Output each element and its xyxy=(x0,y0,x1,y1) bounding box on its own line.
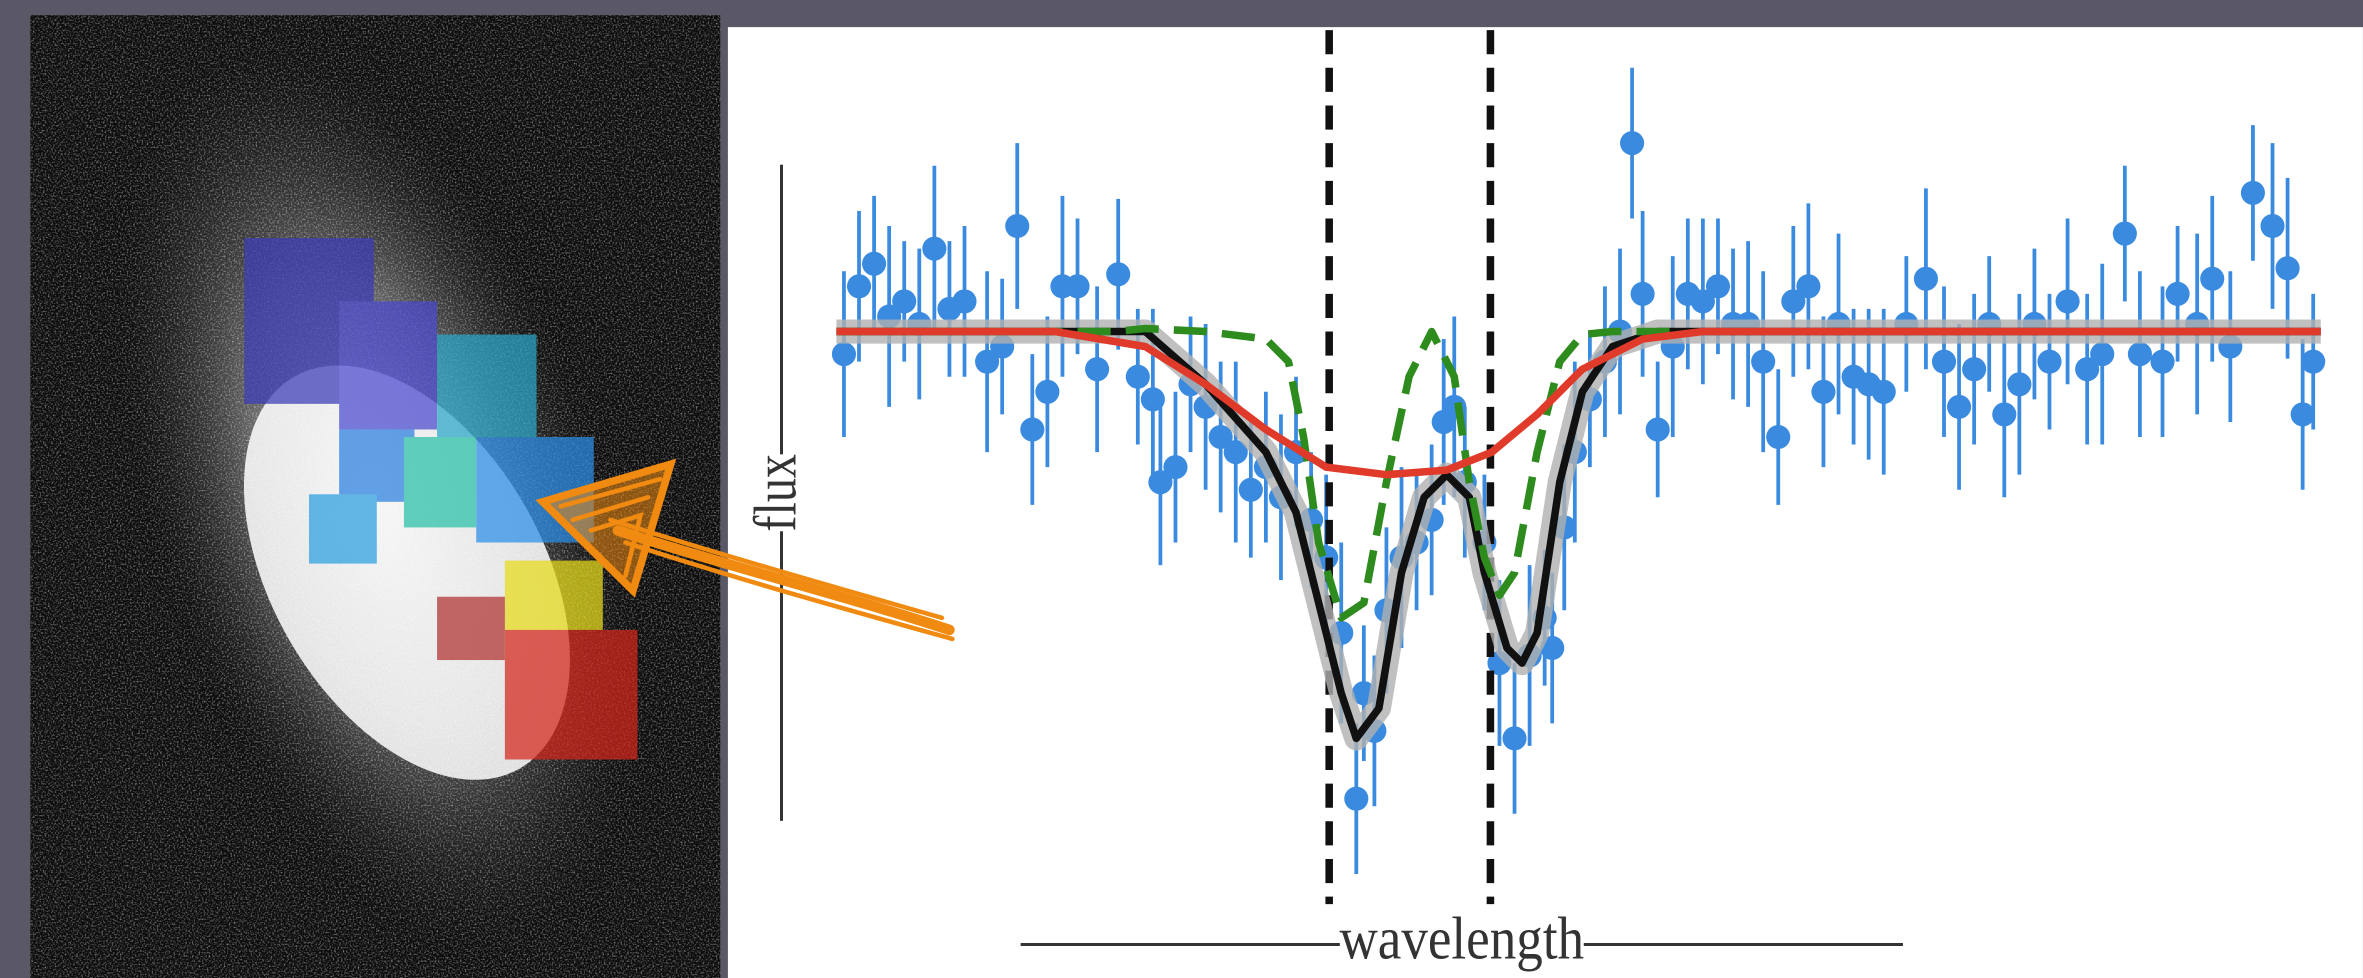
data-point xyxy=(1238,477,1263,502)
data-point xyxy=(1913,266,1938,291)
data-point xyxy=(1125,364,1150,389)
data-point xyxy=(1035,379,1060,404)
data-point xyxy=(892,289,917,314)
data-point xyxy=(2165,281,2190,306)
x-axis-label: ——————wavelength—————— xyxy=(1020,905,1903,972)
data-point xyxy=(1148,470,1173,495)
data-point xyxy=(975,349,1000,374)
data-point xyxy=(1751,349,1776,374)
data-point xyxy=(1630,281,1655,306)
data-point xyxy=(2200,266,2225,291)
data-point xyxy=(2301,349,2326,374)
data-point xyxy=(1502,726,1527,751)
data-point xyxy=(1690,289,1715,314)
data-point xyxy=(2260,213,2285,239)
data-point xyxy=(1085,357,1110,382)
data-point xyxy=(2240,180,2265,205)
data-point xyxy=(2055,289,2080,314)
data-point xyxy=(2037,349,2062,374)
data-point xyxy=(1705,274,1731,299)
data-point xyxy=(862,251,887,276)
data-point xyxy=(846,274,872,299)
data-point xyxy=(1962,357,1987,382)
model-line xyxy=(836,324,1673,622)
data-point xyxy=(1140,387,1165,412)
data-point xyxy=(1620,131,1645,156)
data-point xyxy=(2150,349,2175,374)
data-point xyxy=(1020,417,1045,442)
data-point xyxy=(1344,786,1369,811)
data-point xyxy=(831,342,857,367)
data-point xyxy=(2290,402,2315,427)
data-point xyxy=(2007,372,2032,397)
data-point xyxy=(1766,424,1791,450)
data-point xyxy=(1065,274,1090,299)
data-point xyxy=(1645,417,1670,442)
data-point xyxy=(1796,274,1821,299)
data-point xyxy=(1781,289,1806,314)
data-point xyxy=(1811,379,1836,404)
data-point xyxy=(2075,357,2100,382)
data-point xyxy=(1223,440,1248,465)
data-point xyxy=(952,289,977,314)
arrow xyxy=(535,458,955,642)
model-line xyxy=(836,327,2321,743)
data-point xyxy=(1005,213,1030,239)
data-point xyxy=(2127,342,2152,367)
y-axis-label: ——————flux—————— xyxy=(743,164,810,821)
data-point xyxy=(1871,379,1896,404)
data-point xyxy=(1540,635,1565,661)
data-point xyxy=(1106,262,1131,287)
data-point xyxy=(1208,424,1233,450)
data-point xyxy=(2090,342,2115,367)
data-point xyxy=(1163,455,1188,480)
data-point xyxy=(1992,402,2017,427)
data-point xyxy=(2275,256,2300,281)
data-point xyxy=(1947,394,1972,419)
data-point xyxy=(2112,221,2137,246)
data-point xyxy=(922,236,947,261)
plot xyxy=(831,30,2326,905)
model-line xyxy=(836,327,2321,479)
data-point xyxy=(1931,349,1957,374)
